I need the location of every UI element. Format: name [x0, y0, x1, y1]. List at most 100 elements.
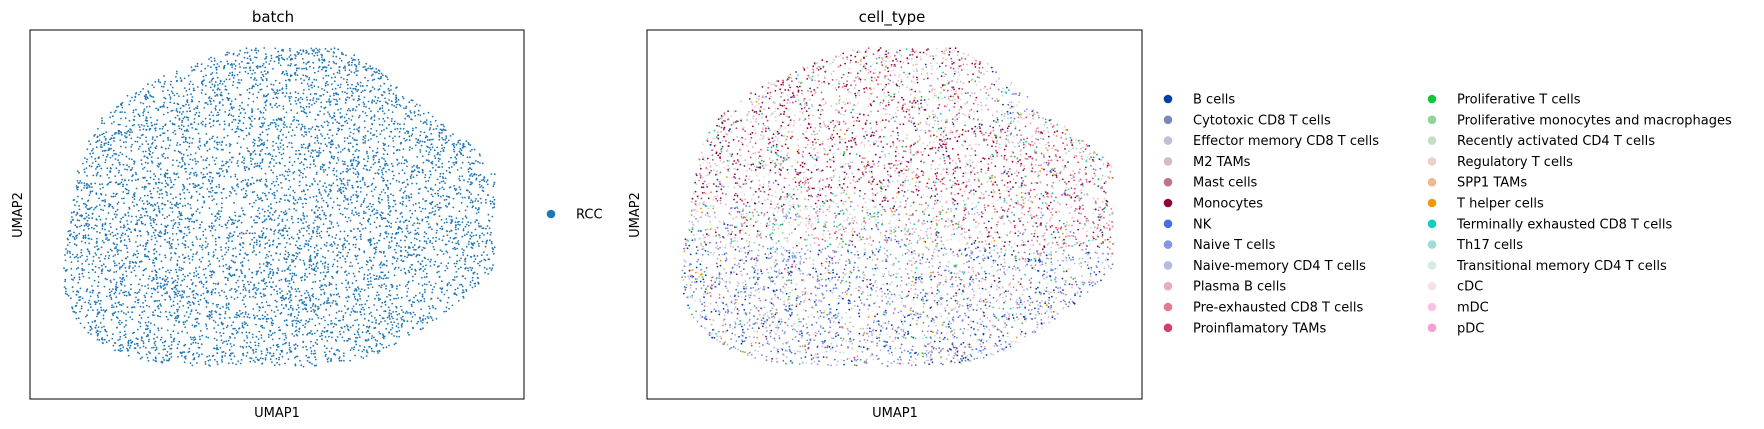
batch-point: [181, 253, 184, 256]
batch-point: [229, 352, 232, 355]
batch-point: [175, 173, 178, 176]
batch-point: [256, 162, 259, 165]
batch-point: [103, 122, 106, 125]
batch-point: [168, 311, 171, 314]
batch-point: [329, 143, 332, 146]
batch-point: [476, 255, 479, 257]
batch-point: [383, 179, 385, 182]
batch-point: [436, 223, 439, 226]
batch-point: [461, 196, 464, 199]
batch-point: [75, 237, 78, 239]
batch-point: [387, 186, 389, 189]
batch-point: [208, 138, 211, 141]
batch-point: [188, 295, 191, 298]
batch-point: [161, 214, 164, 216]
batch-point: [312, 293, 314, 296]
batch-point: [139, 145, 141, 148]
batch-point: [147, 340, 150, 343]
batch-point: [136, 245, 139, 248]
batch-point: [371, 79, 374, 81]
batch-point: [478, 236, 481, 239]
batch-point: [303, 301, 306, 303]
batch-point: [139, 325, 142, 328]
batch-point: [181, 189, 184, 191]
batch-point: [115, 167, 118, 170]
batch-point: [142, 208, 145, 211]
batch-point: [258, 330, 261, 333]
batch-point: [469, 181, 472, 184]
batch-point: [401, 296, 403, 299]
batch-point: [233, 74, 236, 77]
batch-point: [256, 221, 258, 224]
batch-point: [264, 219, 266, 222]
batch-point: [227, 302, 230, 305]
batch-point: [294, 257, 297, 260]
batch-point: [421, 155, 424, 158]
batch-point: [151, 143, 153, 145]
batch-point: [335, 98, 337, 101]
batch-point: [247, 179, 250, 181]
batch-point: [377, 97, 380, 99]
batch-point: [248, 268, 251, 271]
batch-point: [414, 115, 417, 117]
batch-point: [195, 163, 198, 165]
batch-point: [224, 123, 226, 126]
batch-point: [315, 155, 318, 158]
batch-point: [204, 125, 207, 128]
batch-point: [122, 346, 125, 349]
batch-point: [275, 102, 278, 105]
batch-point: [421, 293, 424, 296]
batch-point: [64, 280, 67, 283]
batch-point: [131, 201, 134, 204]
batch-point: [302, 106, 305, 109]
batch-point: [73, 238, 76, 241]
batch-point: [381, 198, 383, 201]
batch-point: [325, 66, 328, 69]
batch-point: [189, 110, 191, 113]
batch-point: [358, 248, 361, 251]
batch-point: [336, 271, 338, 274]
batch-point: [389, 328, 392, 331]
batch-point: [118, 161, 121, 164]
batch-point: [315, 100, 318, 103]
batch-point: [242, 179, 244, 182]
batch-point: [375, 154, 377, 157]
batch-point: [120, 310, 123, 313]
batch-point: [245, 346, 248, 348]
batch-point: [255, 323, 257, 326]
batch-point: [137, 283, 140, 286]
batch-point: [280, 278, 283, 281]
batch-point: [114, 158, 117, 160]
batch-point: [456, 260, 458, 263]
batch-point: [284, 164, 286, 167]
batch-point: [307, 332, 309, 335]
batch-point: [237, 235, 239, 238]
batch-point: [342, 190, 345, 193]
batch-point: [349, 142, 352, 145]
batch-point: [251, 232, 254, 235]
batch-point: [347, 142, 350, 145]
batch-point: [155, 147, 157, 150]
batch-point: [131, 340, 134, 343]
batch-point: [66, 244, 69, 247]
batch-point: [337, 204, 339, 207]
batch-point: [215, 203, 218, 206]
batch-point: [113, 271, 115, 273]
batch-point: [357, 97, 360, 100]
batch-point: [144, 299, 147, 302]
batch-point: [384, 255, 386, 258]
batch-point: [335, 293, 338, 296]
batch-point: [422, 265, 424, 268]
batch-point: [232, 156, 234, 159]
batch-point: [166, 200, 169, 202]
batch-point: [297, 236, 300, 239]
batch-point: [350, 71, 353, 73]
batch-point: [264, 311, 267, 313]
batch-point: [170, 252, 172, 255]
batch-point: [389, 246, 392, 249]
batch-point: [113, 133, 116, 136]
batch-point: [355, 258, 358, 261]
batch-point: [412, 127, 414, 130]
batch-point: [440, 225, 443, 228]
batch-point: [354, 236, 357, 238]
